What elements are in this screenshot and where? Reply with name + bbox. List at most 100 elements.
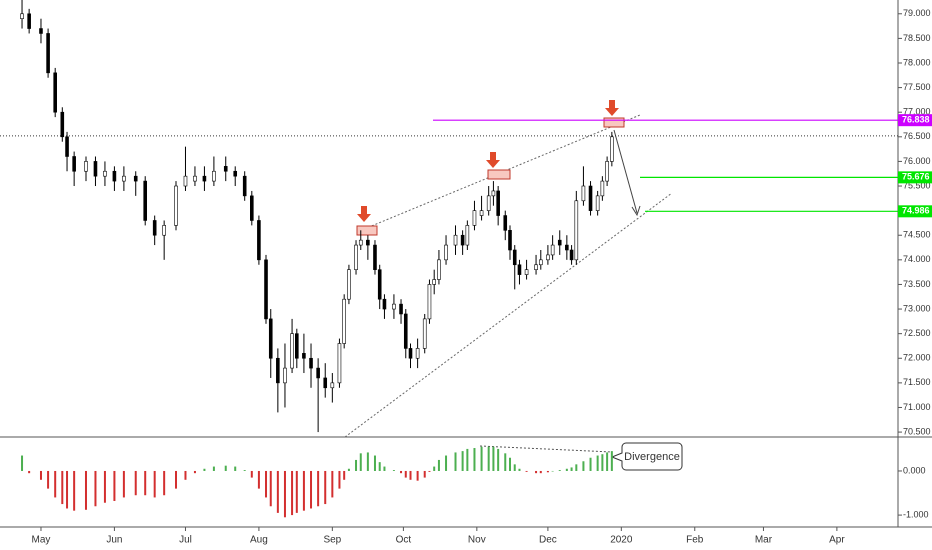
candle-body [60,111,65,138]
x-tick-label: Feb [686,535,704,546]
candle-body [479,210,484,216]
candle-body [93,161,98,177]
candle-body [524,269,529,275]
candle-body [20,13,24,20]
candle-body [517,264,522,275]
candle-body [557,239,562,246]
candle-body [174,185,178,226]
candle-body [508,230,512,251]
candle-body [550,244,555,256]
histogram-bar [473,448,476,471]
y-tick-label: 71.500 [903,377,931,387]
histogram-bar [144,470,147,496]
candle-body [223,166,228,172]
y-tick-label: -1.000 [903,509,929,519]
candle-body [342,298,346,344]
histogram-bar [601,454,604,471]
histogram-bar [525,470,528,472]
y-tick-label: 76.500 [903,131,931,141]
y-tick-label: 77.500 [903,82,931,92]
histogram-bar [610,451,613,471]
candle-body [377,269,382,300]
histogram-bar [487,446,490,471]
y-tick-label: 75.500 [903,180,931,190]
candle-body [264,259,268,320]
candle-body [534,264,538,270]
y-tick-label: 73.500 [903,279,931,289]
y-tick-label: 72.000 [903,353,931,363]
y-tick-label: 70.500 [903,426,931,436]
histogram-bar [433,466,436,471]
histogram-bar [134,470,137,496]
candle-body [574,200,579,261]
histogram-bar [437,459,440,471]
histogram-bar [39,470,42,480]
y-tick-label: 71.000 [903,402,931,412]
candle-body [565,244,569,251]
candle-body [486,195,491,211]
histogram-bar [575,464,578,471]
candle-body [465,225,470,246]
candle-body [242,175,247,197]
candle-body [415,348,420,359]
histogram-bar [47,470,50,489]
histogram-bar [302,470,305,511]
candle-body [162,225,166,236]
histogram-bar [508,457,511,471]
histogram-bar [480,446,483,471]
histogram-bar [492,446,495,471]
y-tick-label: 79.000 [903,8,931,18]
x-tick-label: Sep [323,535,341,546]
candle-body [250,195,254,221]
histogram-bar [518,468,521,471]
level-label: 76.838 [902,115,930,125]
y-tick-label: 78.500 [903,33,931,43]
candle-body [588,185,593,211]
y-tick-label: 72.500 [903,328,931,338]
histogram-bar [283,470,286,518]
histogram-bar [291,470,294,516]
histogram-bar [606,452,609,471]
histogram-bar [404,470,407,478]
candle-body [27,13,31,29]
histogram-bar [193,470,196,474]
histogram-bar [28,470,31,474]
histogram-bar [84,470,87,510]
histogram-bar [250,470,253,478]
candle-body [112,170,117,182]
histogram-bar [347,468,350,471]
histogram-bar [565,468,568,471]
candle-body [268,318,273,359]
candle-body [309,357,313,369]
candle-body [283,367,287,384]
histogram-bar [212,466,215,471]
histogram-bar [539,470,542,474]
candle-body [427,284,432,320]
candle-body [347,269,351,300]
y-tick-label: 74.500 [903,230,931,240]
histogram-bar [383,466,386,471]
candle-body [491,190,496,197]
histogram-bar [103,470,106,503]
level-badge [898,205,932,218]
callout-text: Divergence [624,451,680,463]
candle-body [302,353,306,359]
down-arrow [486,152,500,168]
histogram-bar [582,461,585,471]
histogram-bar [269,470,272,507]
histogram-bar [378,462,381,471]
y-tick-label: 77.000 [903,107,931,117]
candle-body [46,33,50,74]
candle-body [512,249,517,266]
histogram-bar [317,470,320,507]
histogram-bar [570,467,573,471]
histogram-bar [400,470,403,474]
candle-body [122,175,126,182]
candle-body [276,357,280,384]
y-tick-label: 78.000 [903,57,931,67]
down-arrow [605,100,619,116]
candle-body [610,136,614,162]
histogram-bar [257,470,260,489]
candle-body [581,185,586,202]
candle-body [408,348,413,359]
